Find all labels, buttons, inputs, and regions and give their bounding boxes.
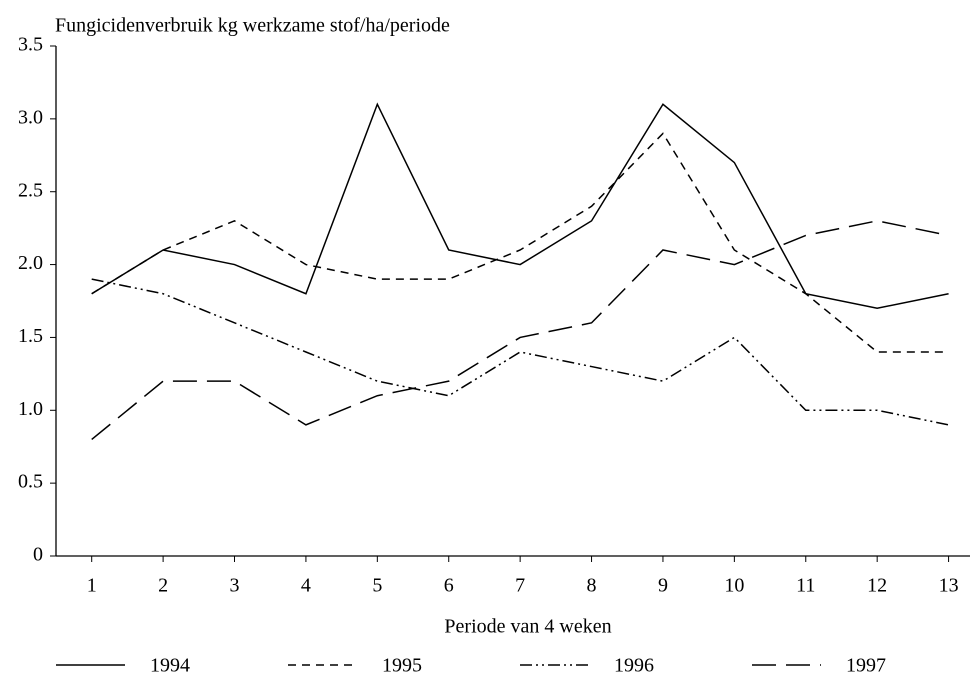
legend-label: 1994 — [150, 655, 190, 677]
x-tick-label: 1 — [87, 575, 97, 597]
y-tick-label: 0.5 — [18, 471, 43, 493]
y-tick-label: 2.0 — [18, 252, 43, 274]
x-tick-label: 5 — [372, 575, 382, 597]
y-tick-label: 3.0 — [18, 106, 43, 128]
y-tick-label: 3.5 — [18, 34, 43, 56]
x-tick-label: 12 — [867, 575, 887, 597]
x-tick-label: 9 — [658, 575, 668, 597]
series-line — [91, 132, 949, 353]
y-tick-label: 0 — [33, 544, 43, 566]
x-tick-label: 3 — [230, 575, 240, 597]
x-tick-label: 13 — [939, 575, 959, 597]
x-tick-label: 11 — [796, 575, 815, 597]
y-tick-label: 1.5 — [18, 325, 43, 347]
y-tick-label: 1.0 — [18, 398, 43, 420]
legend-label: 1996 — [614, 655, 654, 677]
x-tick-label: 10 — [724, 575, 744, 597]
y-tick-label: 2.5 — [18, 179, 43, 201]
x-axis-label: Periode van 4 weken — [444, 616, 611, 638]
legend-label: 1997 — [846, 655, 886, 677]
series-line — [91, 278, 949, 426]
x-tick-label: 7 — [515, 575, 525, 597]
chart-title: Fungicidenverbruik kg werkzame stof/ha/p… — [55, 15, 450, 37]
x-tick-label: 2 — [158, 575, 168, 597]
x-tick-label: 4 — [301, 575, 311, 597]
legend-label: 1995 — [382, 655, 422, 677]
series-line — [91, 102, 949, 310]
x-tick-label: 8 — [587, 575, 597, 597]
x-tick-label: 6 — [444, 575, 454, 597]
series-line — [91, 220, 949, 441]
